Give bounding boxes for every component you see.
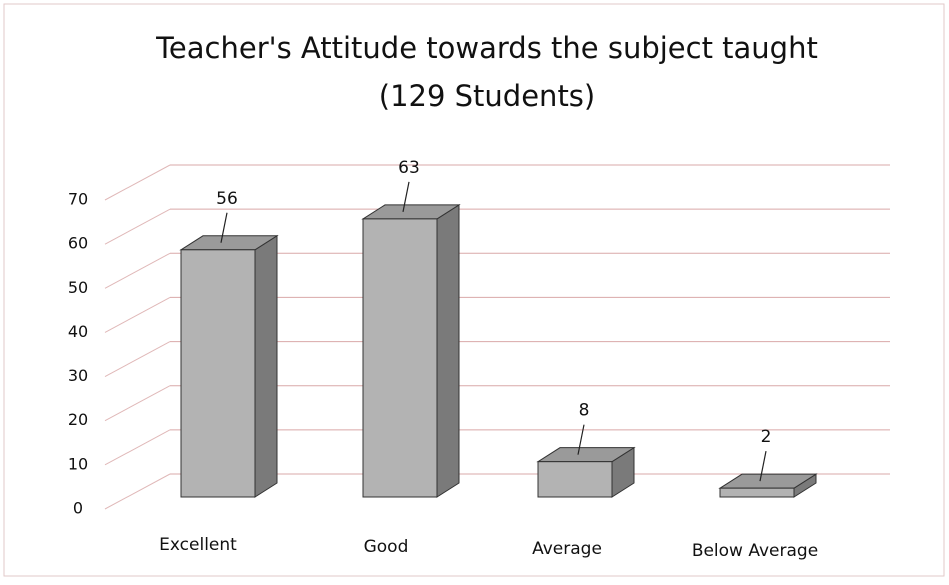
chart-title: Teacher's Attitude towards the subject t…	[155, 31, 818, 65]
chart-subtitle: (129 Students)	[379, 79, 595, 113]
bar	[537, 461, 613, 498]
x-tick-label: Excellent	[159, 535, 237, 555]
grid-line-side	[104, 252, 171, 289]
value-label: 2	[761, 427, 772, 447]
leader-line	[402, 181, 410, 213]
y-tick-label: 30	[68, 366, 88, 385]
leader-line	[220, 212, 228, 243]
grid-line-side	[104, 385, 171, 422]
grid-line-side	[104, 164, 171, 201]
grid-line-side	[104, 341, 171, 378]
x-tick-label: Below Average	[692, 541, 818, 561]
value-label: 63	[398, 158, 420, 178]
bar	[362, 218, 438, 498]
y-tick-label: 40	[68, 322, 88, 341]
x-tick-label: Good	[364, 537, 409, 557]
bar	[180, 249, 256, 498]
y-tick-label: 10	[68, 454, 88, 473]
value-label: 56	[216, 189, 238, 209]
grid-line-side	[104, 429, 171, 466]
leader-line	[577, 424, 585, 455]
value-label: 8	[579, 401, 590, 421]
bar-side	[254, 234, 278, 498]
bar-side	[436, 203, 460, 498]
y-tick-label: 70	[68, 190, 88, 209]
y-tick-label: 20	[68, 410, 88, 429]
y-tick-label: 0	[73, 499, 83, 518]
leader-line	[759, 451, 767, 482]
grid-line-side	[104, 473, 171, 510]
grid-line-side	[104, 208, 171, 245]
y-tick-label: 50	[68, 278, 88, 297]
bar	[719, 487, 795, 498]
y-tick-label: 60	[68, 234, 88, 253]
x-tick-label: Average	[532, 539, 602, 559]
grid-line-side	[104, 296, 171, 333]
